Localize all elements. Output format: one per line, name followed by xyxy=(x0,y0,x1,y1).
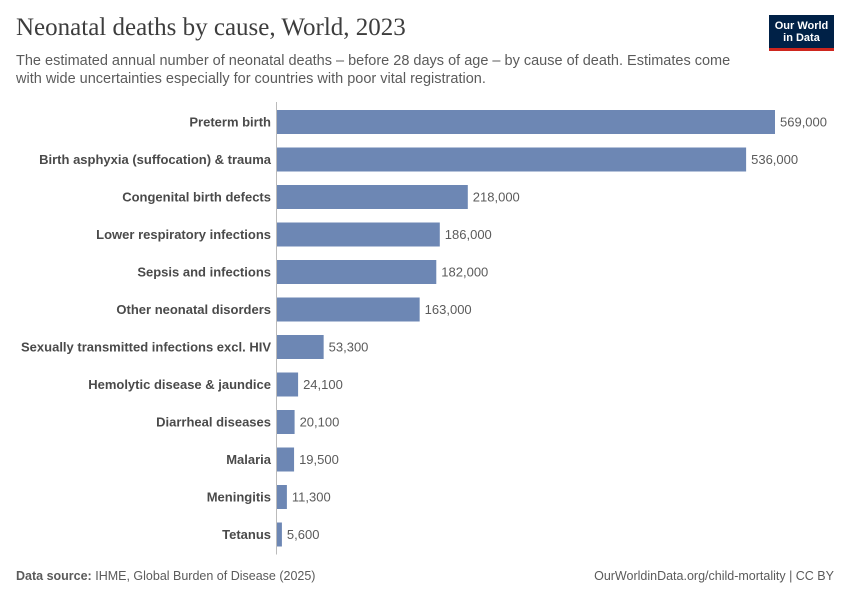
logo[interactable]: Our World in Data xyxy=(769,15,834,51)
value-label: 163,000 xyxy=(425,302,472,317)
chart-subtitle: The estimated annual number of neonatal … xyxy=(16,53,731,87)
value-label: 19,500 xyxy=(299,452,339,467)
bar xyxy=(277,335,324,359)
footer-source: Data source: IHME, Global Burden of Dise… xyxy=(16,569,315,583)
bar xyxy=(277,185,468,209)
category-label: Congenital birth defects xyxy=(122,189,271,204)
bar xyxy=(277,110,775,134)
value-label: 53,300 xyxy=(329,339,369,354)
bar xyxy=(277,522,282,547)
category-label: Diarrheal diseases xyxy=(156,414,271,429)
category-label: Malaria xyxy=(226,452,272,467)
category-label: Tetanus xyxy=(222,527,271,542)
bar xyxy=(277,372,299,397)
value-label: 218,000 xyxy=(473,189,520,204)
value-label: 182,000 xyxy=(441,264,488,279)
bar xyxy=(277,410,295,434)
chart-title: Neonatal deaths by cause, World, 2023 xyxy=(16,14,406,41)
source: IHME, Global Burden of Disease (2025) xyxy=(95,569,316,583)
value-label: 20,100 xyxy=(300,414,340,429)
bar xyxy=(277,297,420,322)
chart: Preterm birth 569,000 Birth asphyxia (suff… xyxy=(21,102,827,555)
value-label: 536,000 xyxy=(751,152,798,167)
logo-text: in Data xyxy=(783,32,820,44)
value-label: 186,000 xyxy=(445,227,492,242)
source-label: Data source: xyxy=(16,569,92,583)
category-label: Birth asphyxia (suffocation) & trauma xyxy=(39,152,272,167)
bar xyxy=(277,260,437,284)
bar xyxy=(277,485,287,509)
bar xyxy=(277,222,440,247)
category-label: Other neonatal disorders xyxy=(116,302,271,317)
value-label: 569,000 xyxy=(780,114,827,129)
category-label: Sexually transmitted infections excl. HI… xyxy=(21,339,271,354)
bar xyxy=(277,147,747,172)
value-label: 11,300 xyxy=(292,489,331,504)
category-label: Hemolytic disease & jaundice xyxy=(88,377,271,392)
category-label: Preterm birth xyxy=(189,114,271,129)
value-label: 5,600 xyxy=(287,527,320,542)
category-label: Lower respiratory infections xyxy=(96,227,271,242)
logo-text: Our World xyxy=(774,20,829,32)
footer-link[interactable]: OurWorldinData.org/child-mortality | CC … xyxy=(594,569,834,583)
value-label: 24,100 xyxy=(303,377,343,392)
bar xyxy=(277,447,295,472)
category-label: Meningitis xyxy=(207,489,271,504)
category-label: Sepsis and infections xyxy=(137,264,271,279)
